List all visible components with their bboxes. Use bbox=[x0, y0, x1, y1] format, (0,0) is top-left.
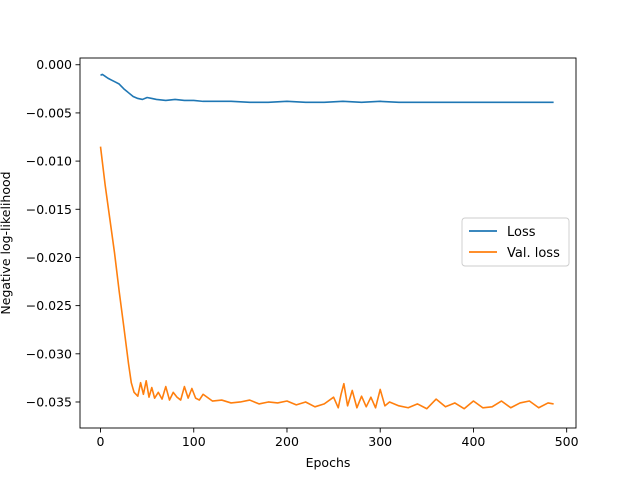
y-axis: 0.000 −0.005 −0.010 −0.015 −0.020 −0.025 −0.03… bbox=[26, 57, 80, 409]
y-tick-label: 0.000 bbox=[36, 57, 72, 72]
y-tick-label: −0.015 bbox=[26, 202, 72, 217]
y-tick-label: −0.005 bbox=[26, 105, 72, 120]
x-tick-label: 0 bbox=[97, 434, 105, 449]
series-line-loss bbox=[100, 73, 554, 104]
x-tick-label: 300 bbox=[368, 434, 392, 449]
x-tick-label: 100 bbox=[182, 434, 206, 449]
y-tick-label: −0.010 bbox=[26, 154, 72, 169]
y-tick-label: −0.030 bbox=[26, 346, 72, 361]
x-axis: 0 100 200 300 400 500 bbox=[97, 428, 579, 449]
y-axis-label: Negative log-likelihood bbox=[0, 171, 13, 314]
legend-label-loss: Loss bbox=[507, 225, 536, 240]
series-line-val-loss bbox=[99, 146, 554, 410]
y-tick-label: −0.035 bbox=[26, 394, 72, 409]
y-tick-label: −0.020 bbox=[26, 250, 72, 265]
x-tick-label: 400 bbox=[462, 434, 486, 449]
legend-box bbox=[461, 217, 570, 267]
legend: Loss Val. loss bbox=[461, 217, 570, 267]
y-tick-label: −0.025 bbox=[26, 298, 72, 313]
x-tick-label: 500 bbox=[555, 434, 579, 449]
x-tick-label: 200 bbox=[275, 434, 299, 449]
series-layer bbox=[99, 73, 554, 410]
x-axis-label: Epochs bbox=[306, 455, 351, 470]
legend-label-val-loss: Val. loss bbox=[507, 246, 560, 261]
plot-frame bbox=[79, 57, 577, 429]
